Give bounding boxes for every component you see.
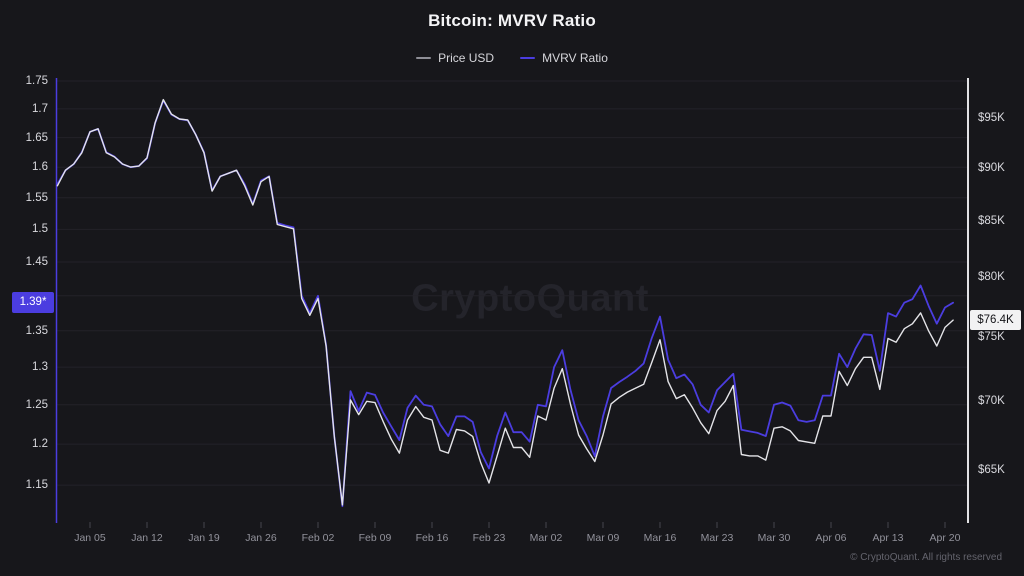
right-axis-tick-label: $70K [978, 395, 1005, 408]
price-usd-line [56, 98, 954, 506]
left-axis-tick-label: 1.65 [25, 131, 48, 144]
left-axis-tick-label: 1.75 [25, 75, 48, 87]
legend: Price USD MVRV Ratio [0, 50, 1024, 66]
legend-item-mvrv-ratio[interactable]: MVRV Ratio [520, 51, 608, 65]
mvrv-line-swatch-icon [520, 57, 536, 59]
x-axis-tick-label: Feb 23 [472, 532, 506, 544]
mvrv-ratio-line [56, 99, 954, 508]
x-axis-tick-label: Mar 30 [757, 532, 791, 544]
left-axis-tick-label: 1.35 [25, 324, 48, 337]
left-axis-tick-label: 1.45 [25, 255, 48, 268]
left-axis-tick-label: 1.25 [25, 398, 48, 411]
right-axis-tick-label: $95K [978, 112, 1005, 124]
x-axis-tick-label: Feb 02 [301, 532, 335, 544]
left-axis-tick-label: 1.7 [32, 102, 48, 115]
right-axis-tick-label: $65K [978, 464, 1005, 477]
copyright-notice: © CryptoQuant. All rights reserved [850, 552, 1002, 563]
right-axis-tick-label: $85K [978, 215, 1005, 228]
x-axis-tick-label: Jan 12 [131, 532, 163, 544]
x-axis-tick-label: Mar 02 [529, 532, 563, 544]
x-axis-tick-label: Jan 05 [74, 532, 106, 544]
x-axis-tick-label: Apr 06 [815, 532, 847, 544]
legend-label-price-usd: Price USD [438, 51, 495, 65]
left-axis-tick-label: 1.5 [32, 223, 48, 236]
left-axis-tick-label: 1.55 [25, 191, 48, 204]
cryptoquant-watermark: CryptoQuant [411, 277, 649, 320]
x-axis-tick-label: Mar 16 [643, 532, 677, 544]
x-axis-tick-marks [89, 522, 946, 528]
right-axis-tick-label: $90K [978, 162, 1005, 175]
left-axis-tick-label: 1.3 [32, 361, 48, 374]
price-current-value-badge: $76.4K [970, 310, 1021, 331]
chart-title: Bitcoin: MVRV Ratio [428, 11, 596, 30]
left-axis-tick-label: 1.2 [32, 438, 48, 451]
left-axis-tick-label: 1.6 [32, 161, 48, 174]
legend-label-mvrv-ratio: MVRV Ratio [542, 51, 608, 65]
right-axis-tick-label: $80K [978, 271, 1005, 284]
x-axis-tick-label: Feb 09 [358, 532, 392, 544]
x-axis-tick-label: Jan 19 [188, 532, 220, 544]
x-axis-tick-label: Apr 13 [872, 532, 904, 544]
right-axis-tick-label: $75K [978, 331, 1005, 344]
left-axis-tick-label: 1.15 [25, 479, 48, 492]
price-line-swatch-icon [416, 57, 432, 59]
x-axis-tick-label: Mar 23 [700, 532, 734, 544]
x-axis-tick-label: Jan 26 [245, 532, 277, 544]
legend-item-price-usd[interactable]: Price USD [416, 51, 494, 65]
x-axis-tick-label: Apr 20 [929, 532, 961, 544]
mvrv-current-value-badge: 1.39* [12, 292, 54, 314]
x-axis-tick-label: Mar 09 [586, 532, 620, 544]
gridlines [57, 80, 968, 486]
x-axis-tick-label: Feb 16 [415, 532, 449, 544]
